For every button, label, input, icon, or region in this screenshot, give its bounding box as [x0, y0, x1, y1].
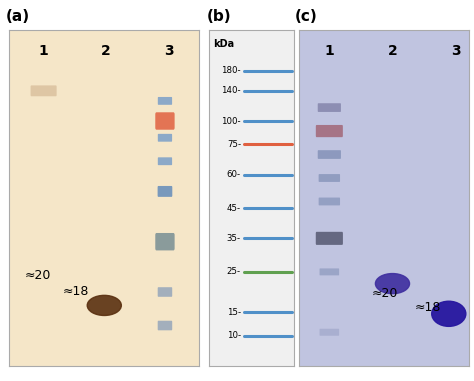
FancyBboxPatch shape [318, 103, 341, 112]
Text: 100-: 100- [221, 117, 241, 125]
Text: ≈20: ≈20 [372, 287, 398, 300]
Text: 60-: 60- [227, 170, 241, 179]
FancyBboxPatch shape [30, 85, 57, 96]
Text: 1: 1 [39, 44, 48, 58]
Ellipse shape [87, 295, 121, 315]
FancyBboxPatch shape [158, 157, 172, 165]
FancyBboxPatch shape [316, 125, 343, 137]
Text: (c): (c) [295, 9, 318, 24]
FancyBboxPatch shape [158, 97, 172, 105]
Text: 2: 2 [101, 44, 111, 58]
Text: 140-: 140- [221, 86, 241, 95]
Text: 25-: 25- [227, 267, 241, 276]
Ellipse shape [375, 274, 410, 294]
Text: 3: 3 [451, 44, 460, 58]
FancyBboxPatch shape [155, 233, 174, 250]
Text: ≈20: ≈20 [25, 269, 51, 282]
FancyBboxPatch shape [316, 232, 343, 245]
FancyBboxPatch shape [319, 198, 340, 205]
FancyBboxPatch shape [158, 134, 172, 142]
Text: 75-: 75- [227, 140, 241, 149]
Text: 3: 3 [164, 44, 173, 58]
Text: 45-: 45- [227, 204, 241, 213]
FancyBboxPatch shape [319, 174, 340, 182]
FancyBboxPatch shape [319, 268, 339, 275]
FancyBboxPatch shape [158, 321, 172, 330]
Text: 15-: 15- [227, 307, 241, 317]
FancyBboxPatch shape [157, 186, 172, 197]
Text: 10-: 10- [227, 331, 241, 340]
FancyBboxPatch shape [158, 287, 172, 297]
FancyBboxPatch shape [155, 112, 174, 130]
Text: ≈18: ≈18 [63, 285, 89, 298]
Text: 1: 1 [325, 44, 334, 58]
Ellipse shape [432, 301, 466, 327]
Text: ≈18: ≈18 [415, 301, 441, 314]
Text: 35-: 35- [227, 234, 241, 243]
Text: 2: 2 [388, 44, 397, 58]
Text: kDa: kDa [213, 39, 234, 49]
Text: (a): (a) [6, 9, 30, 24]
Text: 180-: 180- [221, 66, 241, 75]
FancyBboxPatch shape [319, 329, 339, 336]
Text: (b): (b) [207, 9, 231, 24]
FancyBboxPatch shape [318, 150, 341, 159]
